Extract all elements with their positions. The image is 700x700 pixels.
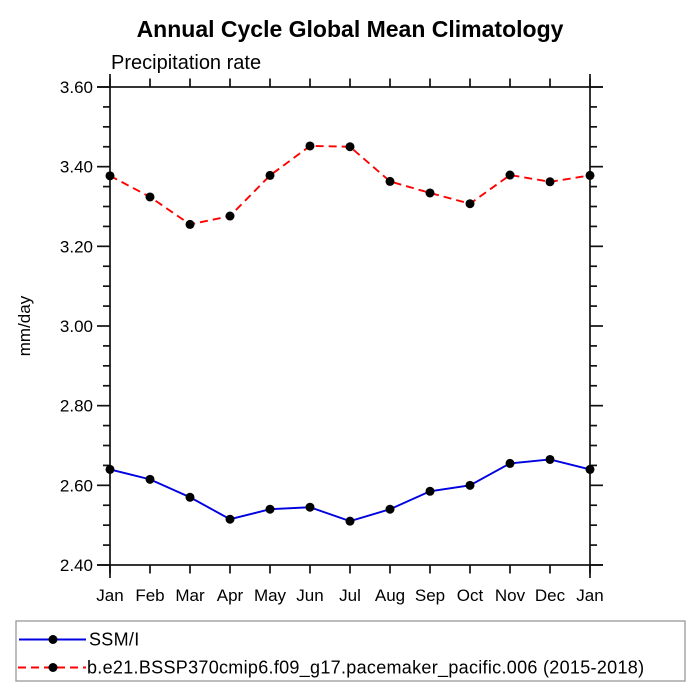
x-tick-label: Nov [495,586,526,605]
x-tick-labels: Jan Feb Mar Apr May Jun Jul Aug Sep Oct Nov Dec Jan [96,586,603,605]
data-point-dot [465,199,475,209]
data-point-dot [545,454,555,464]
data-point-dot [425,188,435,198]
data-point-dot [345,516,355,526]
chart-subtitle: Precipitation rate [111,52,261,74]
data-point-dot [225,211,235,221]
y-tick-label: 2.60 [60,476,93,495]
data-point-dot [185,492,195,502]
data-point-dot [185,219,195,229]
legend-marker-dot-icon [48,635,58,644]
legend-box [15,620,686,682]
legend-label-model: b.e21.BSSP370cmip6.f09_g17.pacemaker_pac… [87,658,644,679]
data-point-dot [225,514,235,524]
x-tick-label: Jul [339,586,361,605]
x-tick-label: Aug [375,586,405,605]
data-point-dot [305,141,315,151]
legend-entry-ssmi: SSM/I [19,630,140,650]
x-tick-label: Sep [415,586,445,605]
data-point-dot [385,176,395,186]
legend-marker-dot-icon [48,663,58,672]
y-tick-label: 3.40 [60,158,93,177]
data-point-dot [585,170,595,180]
x-tick-label: Mar [175,586,205,605]
series-line [109,144,591,226]
y-tick-label: 2.40 [60,556,93,575]
series-line [109,458,591,523]
y-axis-label: mm/day [15,295,34,356]
data-point-dot [305,502,315,512]
x-tick-label: Dec [535,586,566,605]
data-point-dot [545,177,555,187]
data-point-dot [345,142,355,152]
data-point-dot [265,504,275,514]
data-point-dot [105,171,115,181]
x-tick-label: May [254,586,287,605]
legend: SSM/I b.e21.BSSP370cmip6.f09_g17.pacemak… [15,620,686,682]
x-tick-label: Feb [135,586,164,605]
data-point-dot [385,504,395,514]
x-tick-label: Jan [96,586,123,605]
legend-label-ssmi: SSM/I [89,630,140,650]
y-tick-label: 2.80 [60,397,93,416]
x-tick-label: Apr [217,586,244,605]
data-point-dot [145,474,155,484]
data-point-dot [465,480,475,490]
y-tick-label: 3.20 [60,237,93,256]
axes-frame [97,74,603,578]
data-point-dot [425,486,435,496]
data-point-dot [145,192,155,202]
chart-title: Annual Cycle Global Mean Climatology [137,16,564,42]
x-tick-label: Jun [296,586,323,605]
data-point-dot [265,170,275,180]
data-point-dot [105,464,115,474]
data-point-dot [505,458,515,468]
x-tick-label: Oct [457,586,484,605]
legend-entry-model: b.e21.BSSP370cmip6.f09_g17.pacemaker_pac… [18,658,644,679]
x-tick-label: Jan [576,586,603,605]
y-tick-label: 3.60 [60,78,93,97]
y-tick-label: 3.00 [60,317,93,336]
data-point-dot [505,170,515,180]
data-point-dot [585,464,595,474]
y-tick-labels: 3.60 3.40 3.20 3.00 2.80 2.60 2.40 [60,78,93,575]
data-series [105,141,595,526]
